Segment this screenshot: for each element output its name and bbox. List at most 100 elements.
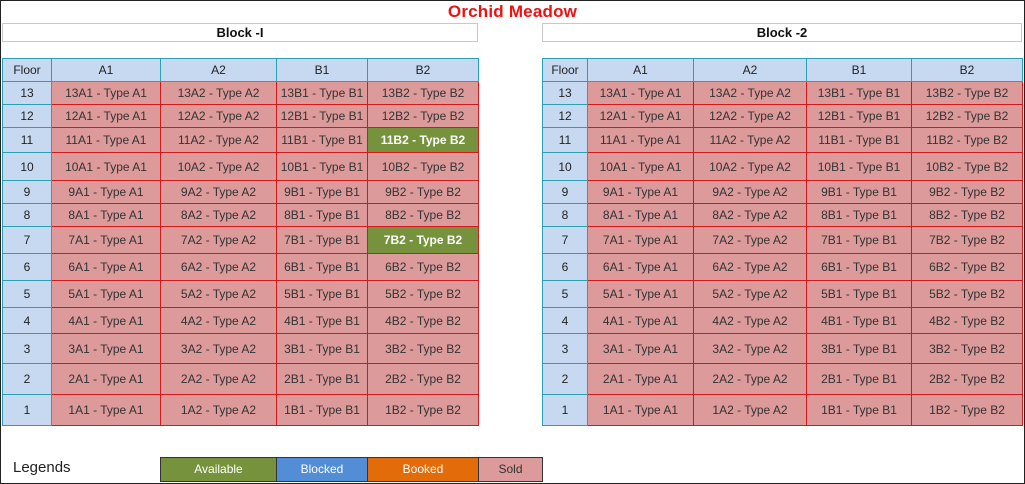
unit-cell-a1-sold[interactable]: 8A1 - Type A1 bbox=[51, 203, 161, 227]
unit-cell-a1-sold[interactable]: 7A1 - Type A1 bbox=[587, 226, 694, 254]
unit-cell-a1-sold[interactable]: 4A1 - Type A1 bbox=[587, 307, 694, 334]
unit-cell-b2-sold[interactable]: 9B2 - Type B2 bbox=[367, 180, 479, 204]
unit-cell-b2-sold[interactable]: 3B2 - Type B2 bbox=[911, 333, 1023, 364]
unit-cell-a2-sold[interactable]: 3A2 - Type A2 bbox=[160, 333, 277, 364]
unit-cell-b1-sold[interactable]: 11B1 - Type B1 bbox=[276, 127, 368, 153]
unit-cell-b2-sold[interactable]: 11B2 - Type B2 bbox=[911, 127, 1023, 153]
unit-cell-b1-sold[interactable]: 12B1 - Type B1 bbox=[276, 104, 368, 128]
unit-cell-b2-sold[interactable]: 4B2 - Type B2 bbox=[911, 307, 1023, 334]
unit-cell-a1-sold[interactable]: 9A1 - Type A1 bbox=[587, 180, 694, 204]
unit-cell-a2-sold[interactable]: 12A2 - Type A2 bbox=[693, 104, 807, 128]
unit-cell-b2-available[interactable]: 7B2 - Type B2 bbox=[367, 226, 479, 254]
unit-cell-b2-sold[interactable]: 13B2 - Type B2 bbox=[367, 81, 479, 105]
unit-cell-b2-sold[interactable]: 6B2 - Type B2 bbox=[367, 253, 479, 281]
unit-cell-b1-sold[interactable]: 2B1 - Type B1 bbox=[276, 363, 368, 395]
unit-cell-a2-sold[interactable]: 9A2 - Type A2 bbox=[160, 180, 277, 204]
unit-cell-a2-sold[interactable]: 13A2 - Type A2 bbox=[160, 81, 277, 105]
unit-cell-a1-sold[interactable]: 2A1 - Type A1 bbox=[51, 363, 161, 395]
unit-cell-a2-sold[interactable]: 13A2 - Type A2 bbox=[693, 81, 807, 105]
unit-cell-a2-sold[interactable]: 10A2 - Type A2 bbox=[693, 152, 807, 181]
unit-cell-a2-sold[interactable]: 4A2 - Type A2 bbox=[160, 307, 277, 334]
unit-cell-b2-sold[interactable]: 2B2 - Type B2 bbox=[367, 363, 479, 395]
unit-cell-a1-sold[interactable]: 11A1 - Type A1 bbox=[587, 127, 694, 153]
unit-cell-b2-sold[interactable]: 5B2 - Type B2 bbox=[911, 280, 1023, 308]
unit-cell-a2-sold[interactable]: 8A2 - Type A2 bbox=[693, 203, 807, 227]
unit-cell-b1-sold[interactable]: 11B1 - Type B1 bbox=[806, 127, 912, 153]
unit-cell-a1-sold[interactable]: 11A1 - Type A1 bbox=[51, 127, 161, 153]
unit-cell-b1-sold[interactable]: 5B1 - Type B1 bbox=[806, 280, 912, 308]
unit-cell-b1-sold[interactable]: 1B1 - Type B1 bbox=[276, 394, 368, 426]
unit-cell-b2-sold[interactable]: 4B2 - Type B2 bbox=[367, 307, 479, 334]
unit-cell-b1-sold[interactable]: 7B1 - Type B1 bbox=[806, 226, 912, 254]
unit-cell-a1-sold[interactable]: 3A1 - Type A1 bbox=[51, 333, 161, 364]
unit-cell-a2-sold[interactable]: 7A2 - Type A2 bbox=[693, 226, 807, 254]
unit-cell-b1-sold[interactable]: 6B1 - Type B1 bbox=[276, 253, 368, 281]
unit-cell-b2-sold[interactable]: 1B2 - Type B2 bbox=[911, 394, 1023, 426]
unit-cell-b1-sold[interactable]: 13B1 - Type B1 bbox=[276, 81, 368, 105]
unit-cell-a2-sold[interactable]: 7A2 - Type A2 bbox=[160, 226, 277, 254]
unit-cell-b2-sold[interactable]: 8B2 - Type B2 bbox=[911, 203, 1023, 227]
unit-cell-b2-sold[interactable]: 12B2 - Type B2 bbox=[367, 104, 479, 128]
unit-cell-a1-sold[interactable]: 12A1 - Type A1 bbox=[587, 104, 694, 128]
unit-cell-b2-sold[interactable]: 7B2 - Type B2 bbox=[911, 226, 1023, 254]
unit-cell-a2-sold[interactable]: 2A2 - Type A2 bbox=[693, 363, 807, 395]
unit-cell-a2-sold[interactable]: 6A2 - Type A2 bbox=[693, 253, 807, 281]
unit-cell-b1-sold[interactable]: 7B1 - Type B1 bbox=[276, 226, 368, 254]
unit-cell-a1-sold[interactable]: 4A1 - Type A1 bbox=[51, 307, 161, 334]
unit-cell-a2-sold[interactable]: 3A2 - Type A2 bbox=[693, 333, 807, 364]
unit-cell-b2-sold[interactable]: 8B2 - Type B2 bbox=[367, 203, 479, 227]
unit-cell-a2-sold[interactable]: 6A2 - Type A2 bbox=[160, 253, 277, 281]
unit-cell-a1-sold[interactable]: 8A1 - Type A1 bbox=[587, 203, 694, 227]
unit-cell-b2-sold[interactable]: 5B2 - Type B2 bbox=[367, 280, 479, 308]
unit-cell-a2-sold[interactable]: 8A2 - Type A2 bbox=[160, 203, 277, 227]
unit-cell-a1-sold[interactable]: 7A1 - Type A1 bbox=[51, 226, 161, 254]
unit-cell-a2-sold[interactable]: 5A2 - Type A2 bbox=[693, 280, 807, 308]
unit-cell-b1-sold[interactable]: 5B1 - Type B1 bbox=[276, 280, 368, 308]
unit-cell-b2-sold[interactable]: 6B2 - Type B2 bbox=[911, 253, 1023, 281]
unit-cell-b2-sold[interactable]: 10B2 - Type B2 bbox=[911, 152, 1023, 181]
unit-cell-b1-sold[interactable]: 9B1 - Type B1 bbox=[806, 180, 912, 204]
unit-cell-a1-sold[interactable]: 13A1 - Type A1 bbox=[587, 81, 694, 105]
unit-cell-b1-sold[interactable]: 8B1 - Type B1 bbox=[806, 203, 912, 227]
unit-cell-a1-sold[interactable]: 10A1 - Type A1 bbox=[587, 152, 694, 181]
unit-cell-a1-sold[interactable]: 6A1 - Type A1 bbox=[587, 253, 694, 281]
unit-cell-b1-sold[interactable]: 10B1 - Type B1 bbox=[276, 152, 368, 181]
unit-cell-a2-sold[interactable]: 9A2 - Type A2 bbox=[693, 180, 807, 204]
unit-cell-a1-sold[interactable]: 1A1 - Type A1 bbox=[51, 394, 161, 426]
unit-cell-b1-sold[interactable]: 13B1 - Type B1 bbox=[806, 81, 912, 105]
unit-cell-b1-sold[interactable]: 3B1 - Type B1 bbox=[276, 333, 368, 364]
unit-cell-b1-sold[interactable]: 9B1 - Type B1 bbox=[276, 180, 368, 204]
unit-cell-a2-sold[interactable]: 1A2 - Type A2 bbox=[160, 394, 277, 426]
unit-cell-b2-sold[interactable]: 1B2 - Type B2 bbox=[367, 394, 479, 426]
unit-cell-a1-sold[interactable]: 12A1 - Type A1 bbox=[51, 104, 161, 128]
unit-cell-b1-sold[interactable]: 2B1 - Type B1 bbox=[806, 363, 912, 395]
unit-cell-a1-sold[interactable]: 2A1 - Type A1 bbox=[587, 363, 694, 395]
unit-cell-b1-sold[interactable]: 8B1 - Type B1 bbox=[276, 203, 368, 227]
unit-cell-a2-sold[interactable]: 2A2 - Type A2 bbox=[160, 363, 277, 395]
unit-cell-a1-sold[interactable]: 3A1 - Type A1 bbox=[587, 333, 694, 364]
unit-cell-a1-sold[interactable]: 1A1 - Type A1 bbox=[587, 394, 694, 426]
unit-cell-b2-sold[interactable]: 2B2 - Type B2 bbox=[911, 363, 1023, 395]
unit-cell-a2-sold[interactable]: 4A2 - Type A2 bbox=[693, 307, 807, 334]
unit-cell-b2-sold[interactable]: 9B2 - Type B2 bbox=[911, 180, 1023, 204]
unit-cell-b1-sold[interactable]: 4B1 - Type B1 bbox=[806, 307, 912, 334]
unit-cell-a2-sold[interactable]: 12A2 - Type A2 bbox=[160, 104, 277, 128]
unit-cell-a1-sold[interactable]: 5A1 - Type A1 bbox=[51, 280, 161, 308]
unit-cell-b2-sold[interactable]: 10B2 - Type B2 bbox=[367, 152, 479, 181]
unit-cell-b1-sold[interactable]: 10B1 - Type B1 bbox=[806, 152, 912, 181]
unit-cell-b1-sold[interactable]: 1B1 - Type B1 bbox=[806, 394, 912, 426]
unit-cell-a2-sold[interactable]: 5A2 - Type A2 bbox=[160, 280, 277, 308]
unit-cell-a1-sold[interactable]: 6A1 - Type A1 bbox=[51, 253, 161, 281]
unit-cell-b1-sold[interactable]: 4B1 - Type B1 bbox=[276, 307, 368, 334]
unit-cell-a2-sold[interactable]: 11A2 - Type A2 bbox=[693, 127, 807, 153]
unit-cell-a2-sold[interactable]: 10A2 - Type A2 bbox=[160, 152, 277, 181]
unit-cell-a1-sold[interactable]: 10A1 - Type A1 bbox=[51, 152, 161, 181]
unit-cell-a1-sold[interactable]: 5A1 - Type A1 bbox=[587, 280, 694, 308]
unit-cell-a2-sold[interactable]: 11A2 - Type A2 bbox=[160, 127, 277, 153]
unit-cell-a1-sold[interactable]: 13A1 - Type A1 bbox=[51, 81, 161, 105]
unit-cell-b1-sold[interactable]: 6B1 - Type B1 bbox=[806, 253, 912, 281]
unit-cell-b1-sold[interactable]: 3B1 - Type B1 bbox=[806, 333, 912, 364]
unit-cell-a1-sold[interactable]: 9A1 - Type A1 bbox=[51, 180, 161, 204]
unit-cell-a2-sold[interactable]: 1A2 - Type A2 bbox=[693, 394, 807, 426]
unit-cell-b2-sold[interactable]: 12B2 - Type B2 bbox=[911, 104, 1023, 128]
